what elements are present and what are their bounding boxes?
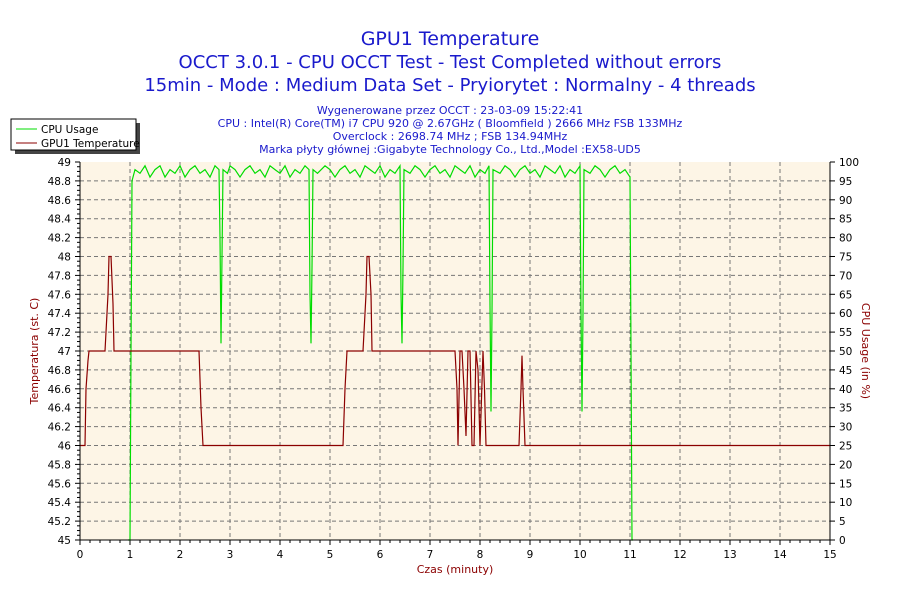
- chart-subtitle-1: OCCT 3.0.1 - CPU OCCT Test - Test Comple…: [179, 52, 722, 73]
- y2-tick-label: 25: [839, 441, 852, 453]
- x-tick-label: 12: [673, 549, 686, 561]
- y-tick-label: 46.2: [48, 422, 71, 434]
- y2-tick-label: 60: [839, 308, 852, 320]
- y-tick-label: 45.2: [48, 516, 71, 528]
- y-tick-label: 48.2: [48, 233, 71, 245]
- x-tick-label: 2: [177, 549, 184, 561]
- y2-tick-label: 35: [839, 403, 852, 415]
- y2-tick-label: 65: [839, 289, 852, 301]
- y2-tick-label: 50: [839, 346, 852, 358]
- gpu1-temperature-line: [80, 255, 830, 447]
- chart-subtitle-2: 15min - Mode : Medium Data Set - Pryiory…: [144, 75, 755, 96]
- y2-tick-label: 75: [839, 252, 852, 264]
- x-tick-label: 10: [573, 549, 586, 561]
- x-tick-label: 1: [127, 549, 134, 561]
- y-tick-label: 46.4: [48, 403, 72, 415]
- y2-tick-label: 5: [839, 516, 846, 528]
- x-tick-label: 4: [277, 549, 284, 561]
- y-tick-label: 46.8: [48, 365, 71, 377]
- axis-ticks: 4545.245.445.645.84646.246.446.646.84747…: [48, 157, 859, 561]
- x-tick-label: 9: [527, 549, 534, 561]
- grid: [80, 162, 830, 540]
- legend: CPU Usage GPU1 Temperature: [10, 118, 140, 154]
- y2-tick-label: 45: [839, 365, 852, 377]
- y2-tick-label: 100: [839, 157, 859, 169]
- info-line-2: CPU : Intel(R) Core(TM) i7 CPU 920 @ 2.6…: [218, 117, 683, 130]
- y-tick-label: 47.4: [48, 308, 72, 320]
- y-tick-label: 45.4: [48, 497, 72, 509]
- y2-tick-label: 55: [839, 327, 852, 339]
- cpu-usage-line: [128, 163, 633, 541]
- y-tick-label: 46: [58, 441, 72, 453]
- x-tick-label: 3: [227, 549, 234, 561]
- y-tick-label: 45.6: [48, 478, 72, 490]
- y-tick-label: 48.8: [48, 176, 71, 188]
- legend-cpu-label: CPU Usage: [41, 124, 98, 136]
- info-line-3: Overclock : 2698.74 MHz ; FSB 134.94MHz: [333, 130, 568, 143]
- y2-tick-label: 30: [839, 422, 852, 434]
- y-tick-label: 49: [58, 157, 71, 169]
- x-tick-label: 8: [477, 549, 484, 561]
- y-tick-label: 48.6: [48, 195, 72, 207]
- x-tick-label: 5: [327, 549, 334, 561]
- x-axis-label: Czas (minuty): [417, 563, 494, 576]
- y-tick-label: 46.6: [48, 384, 72, 396]
- y-tick-label: 47: [58, 346, 71, 358]
- chart-title: GPU1 Temperature: [361, 28, 540, 50]
- x-tick-label: 13: [723, 549, 736, 561]
- legend-temp-label: GPU1 Temperature: [41, 138, 140, 150]
- y2-tick-label: 0: [839, 535, 846, 547]
- x-tick-label: 6: [377, 549, 384, 561]
- y2-tick-label: 40: [839, 384, 852, 396]
- y2-tick-label: 80: [839, 233, 852, 245]
- y2-tick-label: 70: [839, 270, 852, 282]
- x-tick-label: 0: [77, 549, 84, 561]
- y-tick-label: 48.4: [48, 214, 72, 226]
- y-tick-label: 45.8: [48, 459, 71, 471]
- x-tick-label: 7: [427, 549, 434, 561]
- y2-axis-label: CPU Usage (in %): [859, 303, 872, 399]
- y-tick-label: 47.2: [48, 327, 71, 339]
- x-tick-label: 11: [623, 549, 636, 561]
- y-tick-label: 47.6: [48, 289, 72, 301]
- y-tick-label: 45: [58, 535, 71, 547]
- y-axis-label: Temperatura (st. C): [28, 298, 41, 406]
- info-line-1: Wygenerowane przez OCCT : 23-03-09 15:22…: [317, 104, 583, 117]
- y2-tick-label: 15: [839, 478, 852, 490]
- y2-tick-label: 95: [839, 176, 852, 188]
- info-line-4: Marka płyty głównej :Gigabyte Technology…: [259, 143, 641, 156]
- y2-tick-label: 10: [839, 497, 852, 509]
- y2-tick-label: 20: [839, 459, 852, 471]
- y2-tick-label: 90: [839, 195, 852, 207]
- x-tick-label: 15: [823, 549, 836, 561]
- y-tick-label: 47.8: [48, 270, 71, 282]
- y-tick-label: 48: [58, 252, 71, 264]
- y2-tick-label: 85: [839, 214, 852, 226]
- series-group: [80, 163, 830, 541]
- x-tick-label: 14: [773, 549, 787, 561]
